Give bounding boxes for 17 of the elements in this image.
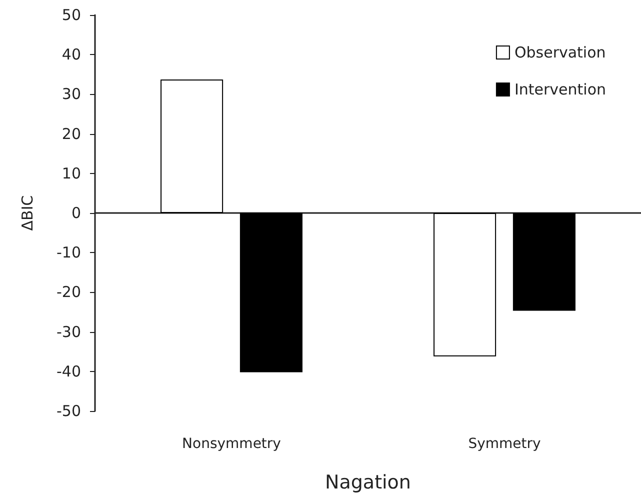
legend-label: Observation <box>514 44 606 62</box>
y-tick-label: 10 <box>62 164 81 182</box>
y-tick-label: 50 <box>62 6 81 24</box>
y-tick-label: 0 <box>71 204 81 222</box>
y-axis-title: ΔBIC <box>18 195 36 231</box>
y-tick-label: -10 <box>56 244 81 262</box>
y-tick-label: 40 <box>62 46 81 64</box>
legend-label: Intervention <box>514 80 606 98</box>
y-tick-label: 30 <box>62 85 81 104</box>
x-tick-label: Nonsymmetry <box>182 436 281 452</box>
x-tick-label: Symmetry <box>468 436 541 452</box>
y-tick-label: -20 <box>56 283 81 302</box>
x-axis-title: Nagation <box>325 472 411 494</box>
y-tick-label: -50 <box>56 402 81 420</box>
y-tick-label: 20 <box>62 124 81 143</box>
y-tick-label: -30 <box>56 322 81 341</box>
y-tick-label: -40 <box>56 362 81 380</box>
